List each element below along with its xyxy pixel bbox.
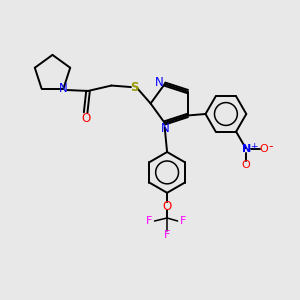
Text: F: F	[180, 216, 186, 226]
Text: N: N	[242, 144, 251, 154]
Text: S: S	[130, 81, 138, 94]
Text: -: -	[268, 140, 273, 154]
Text: O: O	[163, 200, 172, 213]
Text: O: O	[241, 160, 250, 170]
Text: N: N	[155, 76, 164, 89]
Text: N: N	[59, 82, 68, 95]
Text: +: +	[250, 142, 257, 151]
Text: O: O	[259, 144, 268, 154]
Text: N: N	[161, 122, 170, 135]
Text: F: F	[146, 216, 152, 226]
Text: F: F	[164, 230, 170, 240]
Text: O: O	[81, 112, 90, 125]
